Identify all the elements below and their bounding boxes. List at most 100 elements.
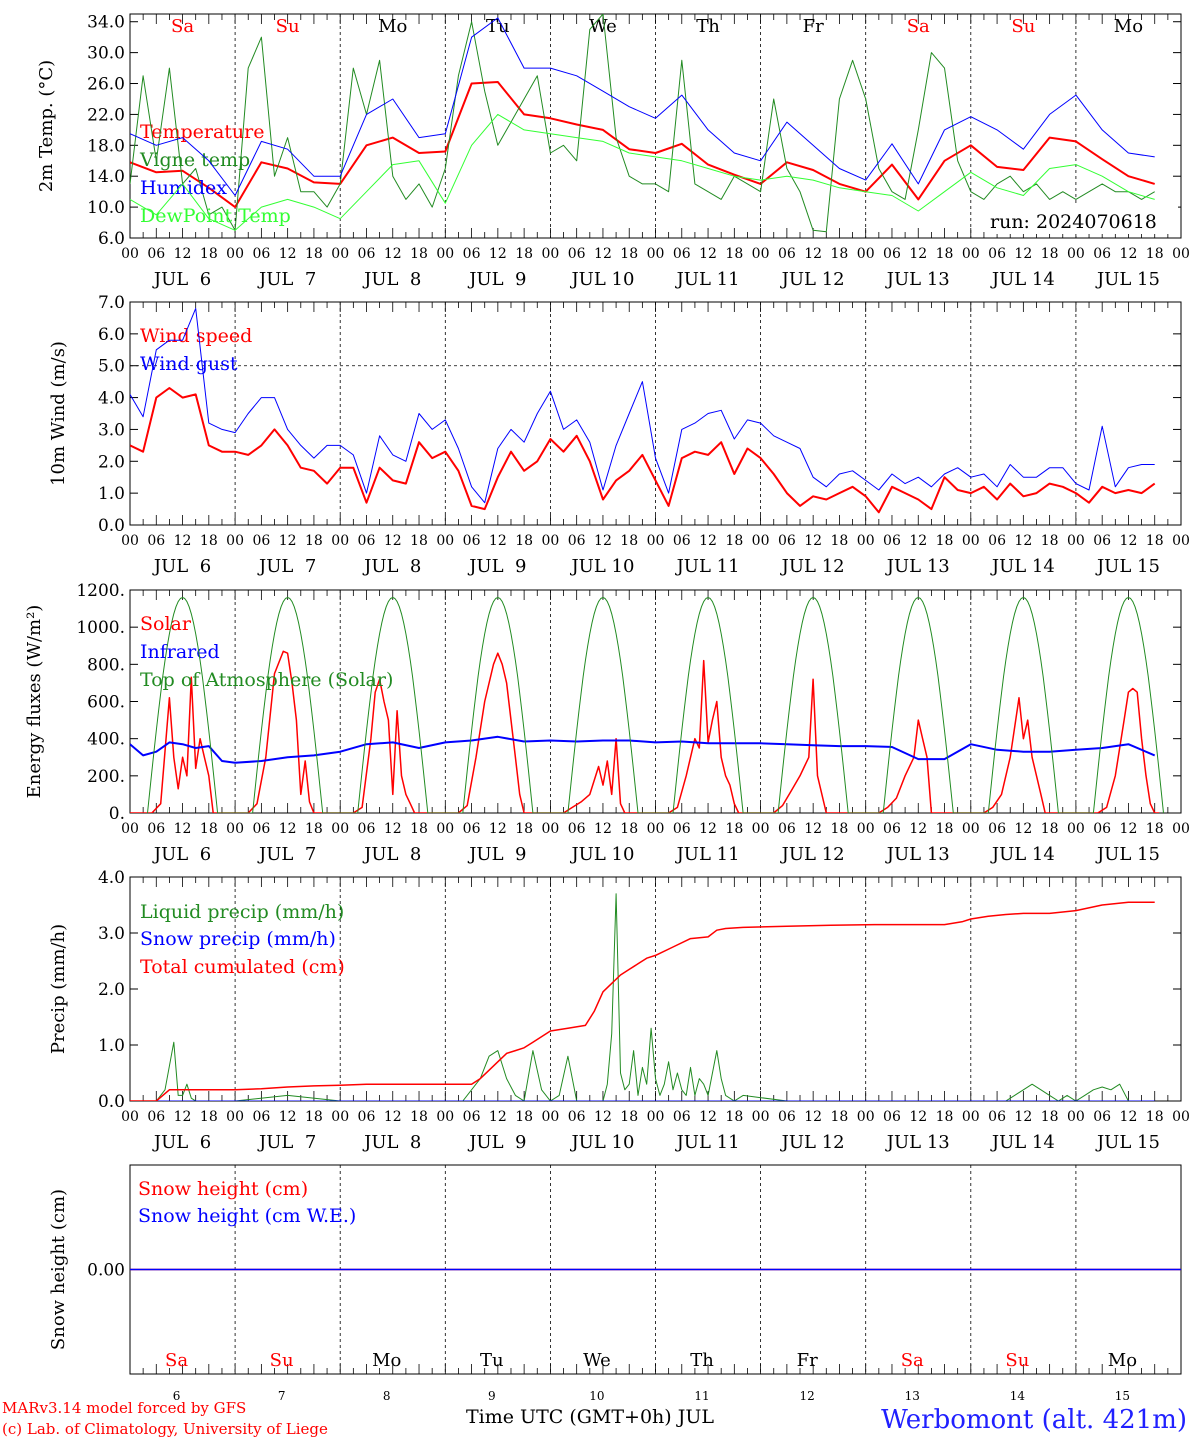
date-label: JUL 8 bbox=[362, 269, 421, 290]
weekday-label: Fr bbox=[803, 16, 824, 37]
hour-label: 18 bbox=[410, 821, 428, 837]
hour-label: 12 bbox=[279, 533, 297, 549]
hour-label: 00 bbox=[1172, 246, 1190, 262]
series-line-4 bbox=[130, 113, 1155, 231]
hour-label: 00 bbox=[436, 533, 454, 549]
legend-entry: Total cumulated (cm) bbox=[140, 956, 345, 978]
hour-label: 06 bbox=[568, 821, 586, 837]
hour-label: 06 bbox=[568, 1109, 586, 1125]
hour-label: 12 bbox=[489, 821, 507, 837]
hour-label: 12 bbox=[1014, 821, 1032, 837]
hour-label: 12 bbox=[1014, 533, 1032, 549]
date-label: JUL 14 bbox=[990, 556, 1055, 577]
hour-label: 06 bbox=[883, 246, 901, 262]
hour-label: 06 bbox=[988, 533, 1006, 549]
weekday-label: Sa bbox=[901, 1350, 924, 1371]
date-label: JUL 9 bbox=[467, 269, 526, 290]
day-number-label: 6 bbox=[173, 1389, 181, 1403]
hour-label: 12 bbox=[909, 533, 927, 549]
hour-label: 00 bbox=[752, 246, 770, 262]
series-line-2 bbox=[130, 735, 1156, 764]
weekday-label: Fr bbox=[797, 1350, 818, 1371]
hour-label: 12 bbox=[174, 1109, 192, 1125]
weekday-label: Th bbox=[696, 16, 720, 37]
hour-label: 18 bbox=[515, 533, 533, 549]
hour-label: 00 bbox=[1067, 246, 1085, 262]
hour-label: 00 bbox=[1067, 1109, 1085, 1125]
series-line-1 bbox=[130, 650, 1160, 813]
weekday-label: We bbox=[589, 16, 617, 37]
credit-model: MARv3.14 model forced by GFS bbox=[2, 1399, 246, 1417]
series-line-2 bbox=[130, 307, 1155, 504]
y-tick-label: 400. bbox=[87, 730, 125, 750]
y-tick-label: 1.0 bbox=[98, 484, 125, 504]
hour-label: 18 bbox=[936, 533, 954, 549]
hour-label: 06 bbox=[673, 1109, 691, 1125]
y-tick-label: 30.0 bbox=[87, 44, 125, 64]
hour-label: 12 bbox=[699, 821, 717, 837]
hour-label: 12 bbox=[804, 1109, 822, 1125]
day-number-label: 10 bbox=[589, 1389, 604, 1403]
hour-label: 00 bbox=[857, 821, 875, 837]
legend-entry: Infrared bbox=[140, 641, 220, 663]
date-label: JUL 15 bbox=[1095, 556, 1160, 577]
weekday-label: Su bbox=[276, 16, 300, 37]
hour-label: 00 bbox=[436, 1109, 454, 1125]
y-tick-label: 800. bbox=[87, 655, 125, 675]
hour-label: 18 bbox=[936, 246, 954, 262]
hour-label: 18 bbox=[1146, 246, 1164, 262]
hour-label: 00 bbox=[541, 246, 559, 262]
legend-entry: DewPoint Temp bbox=[140, 205, 291, 227]
weekday-label: Th bbox=[690, 1350, 714, 1371]
legend-entry: Liquid precip (mm/h) bbox=[140, 901, 344, 923]
hour-label: 12 bbox=[384, 533, 402, 549]
hour-label: 06 bbox=[1093, 1109, 1111, 1125]
hour-label: 06 bbox=[463, 533, 481, 549]
hour-label: 18 bbox=[515, 821, 533, 837]
hour-label: 18 bbox=[620, 821, 638, 837]
weekday-label: Mo bbox=[1108, 1350, 1137, 1371]
hour-label: 00 bbox=[857, 1109, 875, 1125]
date-label: JUL 14 bbox=[990, 269, 1055, 290]
hour-label: 18 bbox=[1041, 246, 1059, 262]
hour-label: 18 bbox=[1041, 533, 1059, 549]
hour-label: 00 bbox=[857, 246, 875, 262]
day-number-label: 11 bbox=[694, 1389, 709, 1403]
hour-label: 06 bbox=[147, 821, 165, 837]
date-label: JUL 6 bbox=[152, 1132, 211, 1153]
date-label: JUL 15 bbox=[1095, 844, 1160, 865]
hour-label: 06 bbox=[988, 821, 1006, 837]
hour-label: 06 bbox=[358, 821, 376, 837]
hour-label: 00 bbox=[647, 1109, 665, 1125]
hour-label: 06 bbox=[463, 821, 481, 837]
hour-label: 12 bbox=[384, 246, 402, 262]
hour-label: 18 bbox=[200, 821, 218, 837]
y-axis-title: Snow height (cm) bbox=[48, 1189, 69, 1350]
date-label: JUL 9 bbox=[467, 556, 526, 577]
hour-label: 06 bbox=[358, 533, 376, 549]
y-tick-label: 1.0 bbox=[98, 1036, 125, 1056]
hour-label: 06 bbox=[147, 533, 165, 549]
hour-label: 06 bbox=[252, 821, 270, 837]
date-label: JUL 8 bbox=[362, 556, 421, 577]
hour-label: 12 bbox=[594, 821, 612, 837]
date-label: JUL 12 bbox=[780, 1132, 845, 1153]
hour-label: 00 bbox=[752, 533, 770, 549]
y-tick-label: 0.00 bbox=[87, 1261, 125, 1281]
hour-label: 12 bbox=[1014, 1109, 1032, 1125]
hour-label: 12 bbox=[1120, 821, 1138, 837]
hour-label: 00 bbox=[647, 246, 665, 262]
hour-label: 06 bbox=[568, 533, 586, 549]
hour-label: 18 bbox=[305, 1109, 323, 1125]
date-label: JUL 10 bbox=[569, 269, 634, 290]
hour-label: 00 bbox=[962, 533, 980, 549]
hour-label: 00 bbox=[436, 246, 454, 262]
hour-label: 00 bbox=[331, 821, 349, 837]
date-label: JUL 13 bbox=[885, 556, 950, 577]
y-tick-label: 600. bbox=[87, 693, 125, 713]
hour-label: 00 bbox=[436, 821, 454, 837]
date-label: JUL 7 bbox=[257, 556, 316, 577]
hour-label: 06 bbox=[568, 246, 586, 262]
hour-label: 00 bbox=[226, 1109, 244, 1125]
hour-label: 12 bbox=[1120, 1109, 1138, 1125]
